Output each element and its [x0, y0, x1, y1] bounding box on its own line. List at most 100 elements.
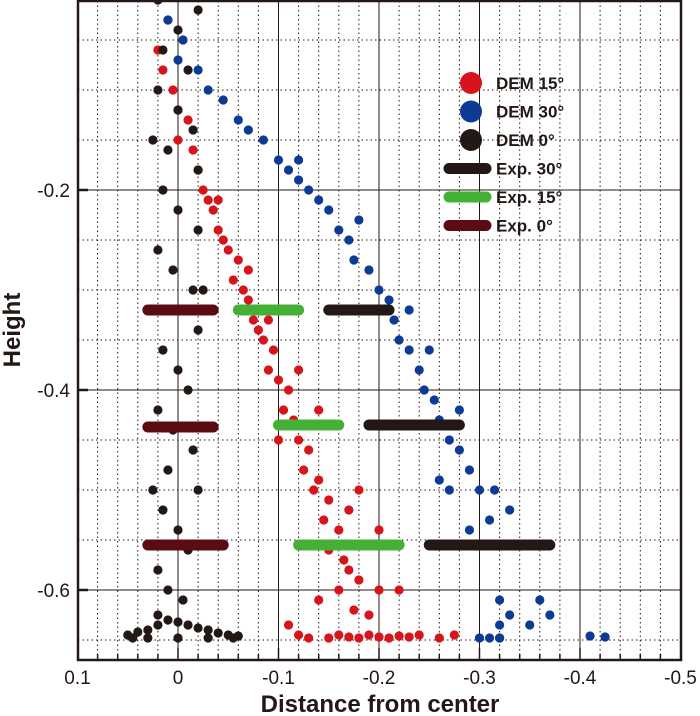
data-point-dem-30- — [505, 610, 515, 620]
data-point-dem-30- — [535, 595, 545, 605]
data-point-dem-30- — [258, 135, 269, 145]
data-point-dem-30- — [178, 35, 188, 45]
data-point-dem-15- — [213, 225, 223, 235]
data-point-dem-15- — [268, 345, 279, 355]
data-point-dem-15- — [304, 445, 314, 455]
legend-label: DEM 30° — [496, 103, 564, 122]
data-point-dem-15- — [334, 585, 344, 595]
data-point-dem-0- — [153, 405, 163, 415]
data-point-dem-15- — [168, 85, 178, 95]
data-point-dem-30- — [489, 485, 500, 495]
data-point-dem-30- — [419, 385, 429, 395]
data-point-dem-0- — [193, 325, 203, 335]
data-point-dem-30- — [464, 465, 475, 475]
data-point-dem-30- — [404, 305, 414, 315]
data-point-dem-15- — [243, 295, 253, 305]
data-point-dem-30- — [304, 185, 314, 195]
data-point-dem-0- — [153, 610, 163, 620]
data-point-dem-30- — [484, 633, 495, 643]
data-point-dem-0- — [163, 585, 173, 595]
data-point-dem-30- — [495, 633, 505, 643]
data-point-dem-15- — [258, 335, 269, 345]
data-point-dem-0- — [183, 620, 193, 630]
data-point-dem-15- — [309, 485, 319, 495]
data-point-dem-30- — [464, 525, 475, 535]
data-point-dem-15- — [228, 275, 238, 285]
data-point-dem-15- — [243, 265, 253, 275]
data-point-dem-0- — [148, 135, 158, 145]
legend-label: Exp. 15° — [496, 188, 563, 207]
data-point-dem-15- — [374, 525, 384, 535]
data-point-dem-15- — [354, 575, 364, 585]
data-point-dem-30- — [444, 485, 454, 495]
marks — [123, 0, 610, 643]
data-point-dem-30- — [389, 315, 399, 325]
data-point-dem-0- — [188, 285, 198, 295]
data-point-dem-15- — [374, 585, 384, 595]
data-point-dem-15- — [294, 630, 304, 640]
data-point-dem-30- — [424, 345, 434, 355]
data-point-dem-30- — [173, 55, 183, 65]
data-point-dem-30- — [545, 610, 555, 620]
x-tick-label: -0.1 — [262, 668, 295, 689]
data-point-dem-0- — [228, 633, 238, 643]
data-point-dem-0- — [148, 485, 158, 495]
data-point-dem-15- — [314, 405, 324, 415]
data-point-dem-0- — [193, 165, 203, 175]
data-point-dem-15- — [304, 633, 314, 643]
data-point-dem-15- — [324, 495, 334, 505]
data-point-dem-15- — [213, 195, 223, 205]
data-point-dem-15- — [294, 365, 304, 375]
data-point-dem-0- — [153, 620, 163, 630]
data-point-dem-15- — [434, 633, 444, 643]
data-point-dem-15- — [334, 525, 344, 535]
x-tick-label: -0.2 — [363, 668, 396, 689]
data-point-dem-0- — [203, 633, 213, 643]
x-tick-label: 0.1 — [64, 668, 90, 689]
data-point-dem-0- — [153, 565, 163, 575]
data-point-dem-30- — [374, 285, 384, 295]
data-point-dem-0- — [213, 628, 223, 638]
data-point-dem-30- — [163, 15, 173, 25]
y-tick-label: -0.2 — [37, 181, 70, 202]
data-point-dem-0- — [153, 245, 163, 255]
data-point-dem-15- — [364, 610, 374, 620]
legend-label: Exp. 0° — [496, 217, 553, 236]
legend-marker — [460, 72, 482, 94]
data-point-dem-30- — [429, 395, 439, 405]
legend-label: Exp. 30° — [496, 160, 563, 179]
data-point-dem-30- — [354, 215, 364, 225]
data-point-dem-0- — [193, 623, 203, 633]
data-point-dem-0- — [173, 365, 183, 375]
data-point-dem-30- — [454, 445, 464, 455]
data-point-dem-0- — [173, 105, 183, 115]
data-point-dem-0- — [168, 265, 178, 275]
data-point-dem-15- — [253, 325, 263, 335]
data-point-dem-15- — [334, 630, 344, 640]
data-point-dem-30- — [218, 95, 228, 105]
legend-marker — [460, 100, 482, 123]
data-point-dem-30- — [525, 620, 535, 630]
data-point-dem-15- — [273, 435, 284, 445]
data-point-dem-30- — [193, 65, 203, 75]
data-point-dem-15- — [344, 505, 354, 515]
data-point-dem-0- — [173, 525, 183, 535]
data-point-dem-30- — [404, 345, 414, 355]
data-point-dem-15- — [173, 135, 183, 145]
data-point-dem-30- — [495, 620, 505, 630]
data-point-dem-0- — [193, 5, 203, 15]
data-point-dem-30- — [364, 265, 374, 275]
grid — [77, 1, 681, 660]
data-point-dem-15- — [414, 630, 424, 640]
data-point-dem-15- — [238, 285, 248, 295]
data-point-dem-0- — [163, 465, 173, 475]
data-point-dem-30- — [324, 205, 334, 215]
x-tick-label: -0.4 — [564, 668, 597, 689]
ticks: 0.1 0 -0.1 -0.2 -0.3 -0.4 -0.5 -0.2 -0.4 -0.6 — [37, 181, 697, 689]
data-point-dem-30- — [444, 435, 454, 445]
data-point-dem-30- — [495, 595, 505, 605]
data-point-dem-15- — [449, 630, 459, 640]
legend-label: DEM 15° — [496, 74, 564, 93]
data-point-dem-0- — [163, 145, 173, 155]
